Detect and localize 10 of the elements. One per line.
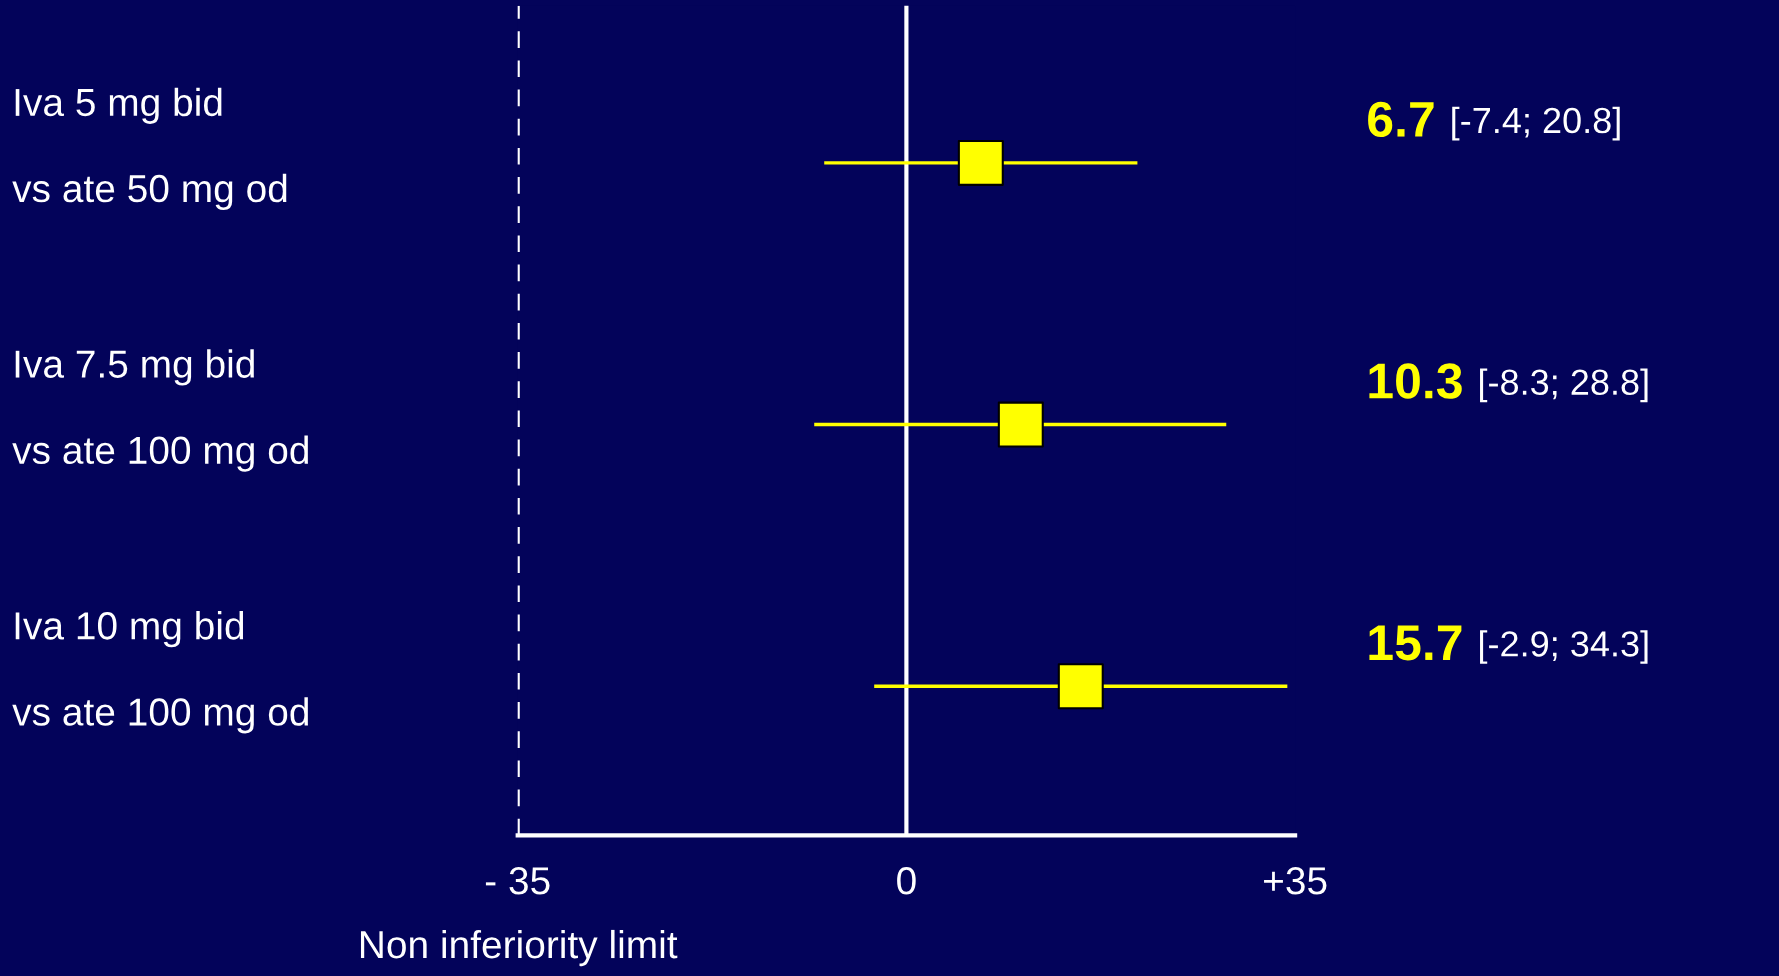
category-label: Iva 5 mg bid vs ate 50 mg od bbox=[12, 87, 287, 211]
x-tick-label: +35 bbox=[1264, 867, 1327, 895]
category-label: Iva 7.5 mg bid vs ate 100 mg od bbox=[12, 349, 308, 472]
ref-line-label: Non inferiority limit bbox=[360, 929, 678, 967]
text: 15.7 [-2.9; 34.3] bbox=[1369, 625, 1648, 664]
text: 10.3 [-8.3; 28.8] bbox=[1369, 363, 1648, 403]
x-tick-label: 0 bbox=[897, 867, 916, 895]
text: 6.7 [-7.4; 20.8] bbox=[1368, 101, 1620, 141]
x-tick-label: - 35 bbox=[485, 867, 550, 895]
category-label: Iva 10 mg bid vs ate 100 mg od bbox=[12, 611, 308, 734]
